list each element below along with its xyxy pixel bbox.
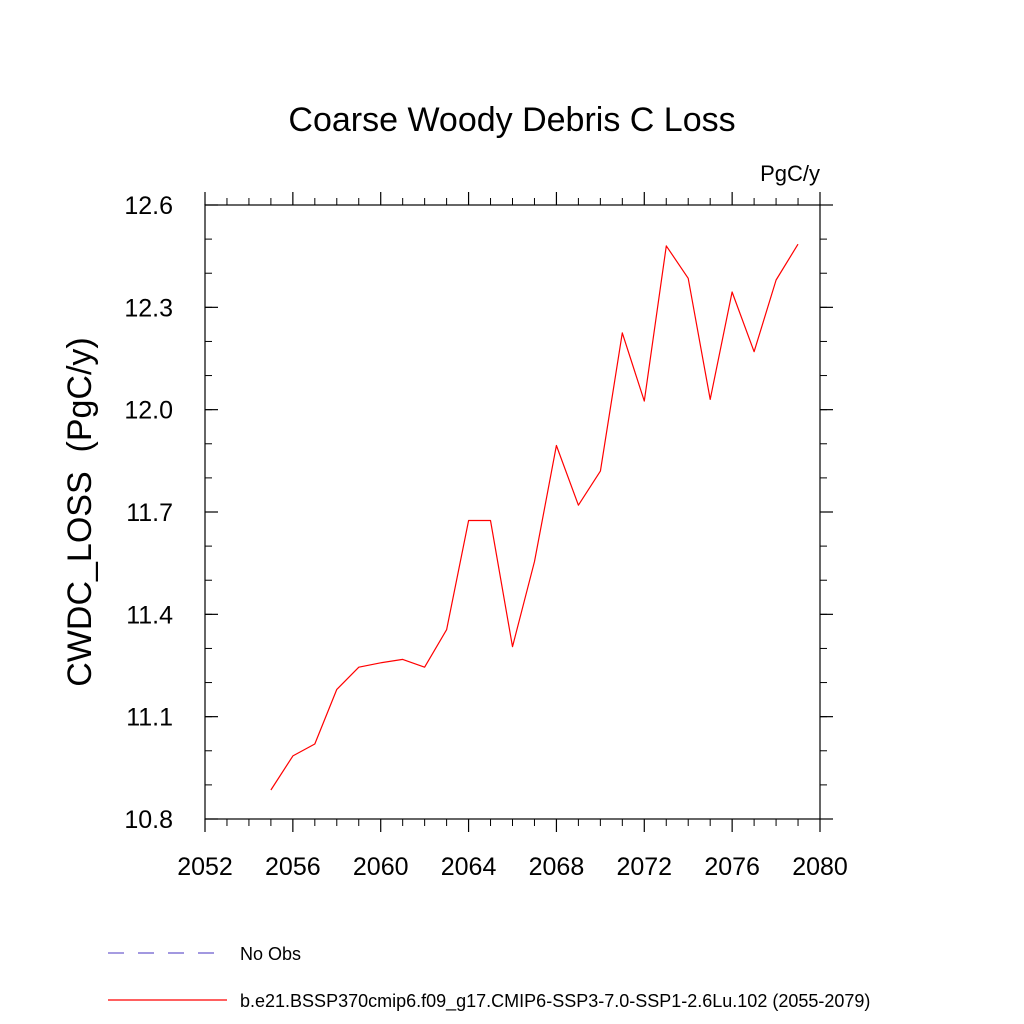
legend: No Obs b.e21.BSSP370cmip6.f09_g17.CMIP6-S… [108, 944, 870, 1012]
x-tick-label: 2064 [441, 853, 497, 881]
legend-label: b.e21.BSSP370cmip6.f09_g17.CMIP6-SSP3-7.… [240, 991, 870, 1012]
units-label: PgC/y [760, 161, 820, 186]
y-tick-label: 11.4 [126, 601, 173, 629]
x-tick-label: 2052 [177, 853, 233, 881]
y-tick-label: 11.1 [126, 704, 173, 732]
y-tick-label: 12.0 [124, 397, 173, 425]
y-tick-label: 10.8 [124, 806, 173, 834]
x-tick-label: 2056 [265, 853, 321, 881]
x-tick-label: 2060 [353, 853, 409, 881]
x-tick-label: 2072 [616, 853, 672, 881]
x-tick-label: 2080 [792, 853, 848, 881]
x-tick-label: 2068 [529, 853, 585, 881]
y-tick-label: 11.7 [126, 499, 173, 527]
chart-title: Coarse Woody Debris C Loss [288, 101, 735, 139]
axis-tick-labels: 2052 2056 2060 2064 2068 2072 2076 2080 10.8 11.1… [124, 192, 847, 881]
legend-label: No Obs [240, 944, 301, 964]
plot-frame [204, 204, 821, 820]
axis-ticks [204, 192, 833, 832]
series-line [270, 243, 799, 791]
y-axis-label: CWDC_LOSS (PgC/y) [61, 337, 99, 687]
x-tick-label: 2076 [704, 853, 760, 881]
y-tick-label: 12.6 [124, 192, 173, 220]
series-layer [270, 243, 799, 791]
y-tick-label: 12.3 [124, 294, 173, 322]
